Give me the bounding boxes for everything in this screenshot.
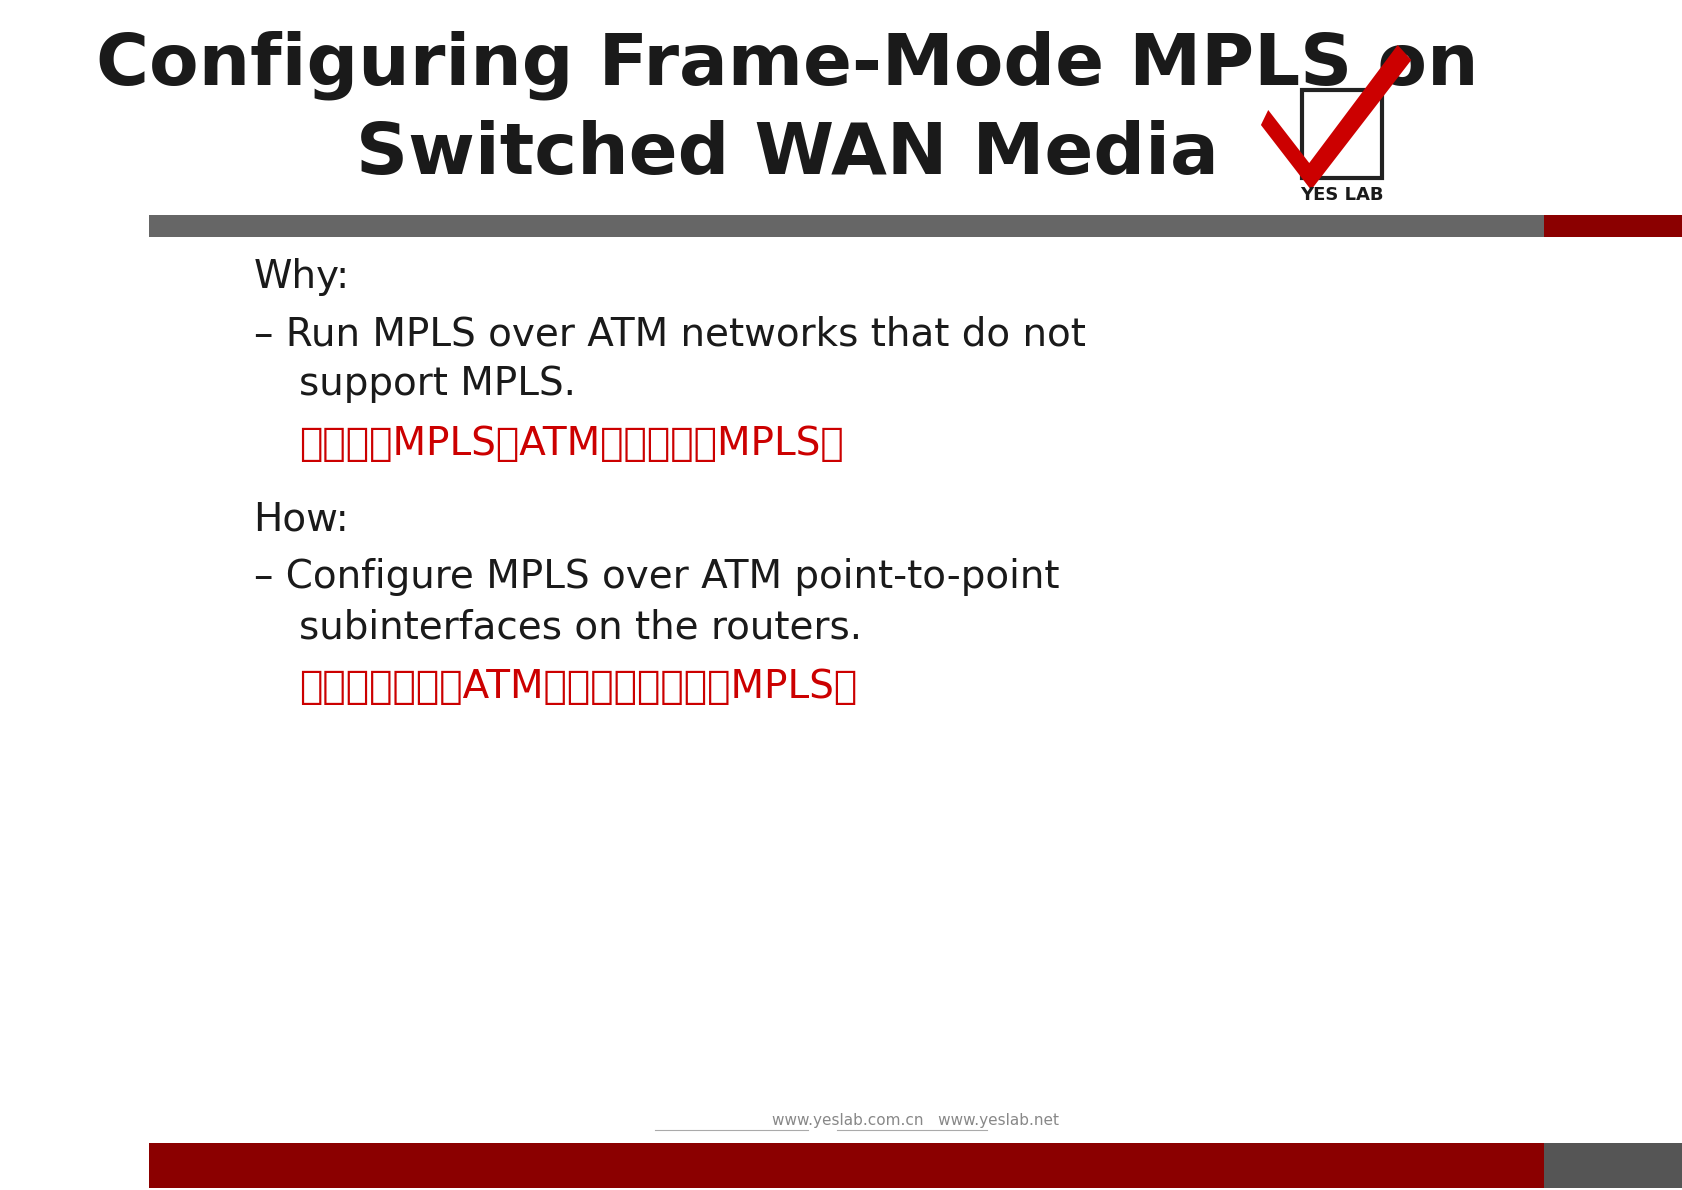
Text: subinterfaces on the routers.: subinterfaces on the routers. — [299, 608, 861, 646]
Text: www.yeslab.com.cn   www.yeslab.net: www.yeslab.com.cn www.yeslab.net — [772, 1113, 1058, 1128]
Text: support MPLS.: support MPLS. — [299, 365, 575, 403]
Text: Switched WAN Media: Switched WAN Media — [355, 120, 1218, 189]
Polygon shape — [1260, 45, 1411, 190]
Text: 在路由器上通过ATM点对点子接口配置MPLS。: 在路由器上通过ATM点对点子接口配置MPLS。 — [299, 668, 856, 706]
Text: – Configure MPLS over ATM point-to-point: – Configure MPLS over ATM point-to-point — [254, 558, 1058, 596]
Bar — [1542, 1144, 1682, 1188]
Bar — [1542, 215, 1682, 237]
Text: – Run MPLS over ATM networks that do not: – Run MPLS over ATM networks that do not — [254, 315, 1085, 353]
Bar — [148, 1144, 1542, 1188]
Bar — [148, 215, 1542, 237]
Text: Why:: Why: — [254, 258, 350, 296]
Text: How:: How: — [254, 500, 350, 538]
Text: Configuring Frame-Mode MPLS on: Configuring Frame-Mode MPLS on — [96, 30, 1477, 100]
Text: 在不支持MPLS的ATM网络上运行MPLS。: 在不支持MPLS的ATM网络上运行MPLS。 — [299, 425, 843, 463]
Bar — [1302, 90, 1381, 178]
Text: YES LAB: YES LAB — [1300, 186, 1383, 203]
